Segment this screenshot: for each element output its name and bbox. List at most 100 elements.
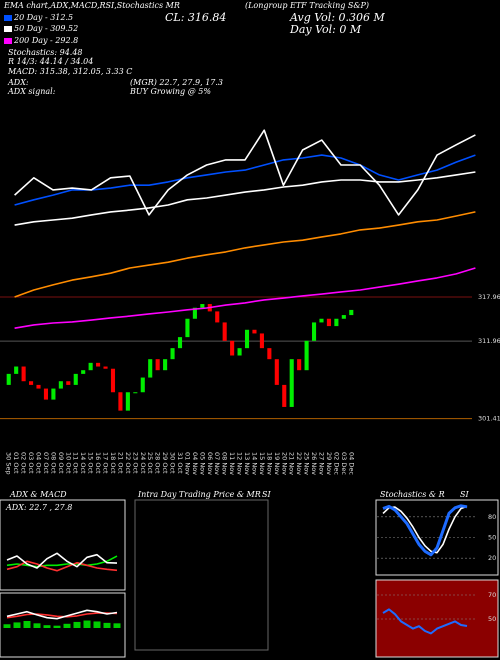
candle [21,366,26,382]
panel-subtitle: ADX: 22.7 , 27.8 [5,503,72,512]
x-tick-label: 21 Oct [116,452,124,474]
intraday-panel [134,499,269,651]
series-line [14,211,476,298]
annotation: Avg Vol: 0.306 M [289,11,386,24]
candle [311,322,317,341]
candle [133,392,138,394]
annotation: ADX signal: [7,87,56,96]
intraday-title: Intra Day Trading Price & MR [137,490,261,499]
candle [140,377,145,393]
annotation: BUY Growing @ 5% [129,87,211,96]
candle [148,359,153,378]
intraday-subtitle: SI [262,490,271,499]
candle [192,307,197,319]
candle [125,392,130,411]
annotation: 200 Day - 292.8 [13,36,78,45]
histogram-bar [33,623,41,628]
candle [304,340,309,371]
candle [244,329,250,349]
x-tick-label: 11 Nov [228,452,236,475]
candle [267,348,272,360]
annotation: Day Vol: 0 M [289,23,362,36]
candle [282,384,287,407]
annotation: MACD: 315.38, 312.05, 3.33 C [7,67,132,76]
y-tick-label: 70 [488,591,496,599]
candle [177,337,183,349]
candle [81,370,86,374]
x-tick-label: 14 Nov [250,452,258,475]
x-tick-label: 07 Nov [213,452,221,475]
x-tick-label: 18 Oct [109,452,117,474]
y-tick-label: 301.41 [478,415,500,423]
x-tick-label: 06 Nov [206,452,214,475]
candle [29,381,34,385]
y-tick-label: 20 [488,554,496,562]
x-tick-label: 19 Nov [273,452,281,475]
x-tick-label: 20 Nov [280,452,288,475]
x-tick-label: 30 Sep [5,452,13,475]
candle [252,329,257,334]
x-tick-label: 01 Nov [183,452,191,475]
x-tick-label: 04 Dec [347,452,355,475]
x-tick-label: 07 Oct [42,452,50,474]
x-tick-label: 29 Oct [161,452,169,474]
annotation: ADX: [7,78,29,87]
legend-swatch [4,38,12,44]
y-tick-label: 80 [488,513,496,521]
x-tick-label: 11 Oct [72,452,80,474]
series-line [382,608,468,635]
series-line [14,129,476,216]
histogram-bar [93,621,101,628]
annotation: (MGR) 22.7, 27.9, 17.3 [130,78,223,87]
x-tick-label: 01 Oct [12,452,20,474]
candle [73,373,78,385]
candle [118,392,123,411]
panel-frame [0,499,126,591]
candle [170,348,175,360]
x-tick-label: 30 Oct [169,452,177,474]
x-tick-label: 13 Nov [243,452,251,475]
y-tick-label: 317.96 [478,293,500,301]
candle [200,304,205,308]
x-tick-label: 04 Nov [191,452,199,475]
x-tick-label: 15 Oct [87,452,95,474]
candle [334,318,339,327]
series-line [6,552,118,569]
candle [289,359,294,407]
candle [6,373,11,385]
x-tick-label: 29 Nov [325,452,333,475]
histogram-bar [103,622,111,628]
candle [259,333,264,349]
panel-frame [375,579,499,658]
histogram-bar [83,620,91,628]
annotation: EMA chart,ADX,MACD,RSI,Stochastics MR [3,1,180,10]
candle [222,322,227,341]
candle [88,362,93,371]
panel-subtitle: SI [460,490,469,499]
candle [36,384,41,389]
x-tick-label: 09 Oct [57,452,65,474]
series-line [14,267,476,329]
annotation: CL: 316.84 [165,11,226,24]
annotation: R 14/3: 44.14 / 34.04 [7,57,93,66]
x-tick-label: 14 Oct [79,452,87,474]
x-tick-label: 15 Nov [258,452,266,475]
panel-frame [0,592,126,658]
x-tick-label: 31 Oct [176,452,184,474]
x-tick-label: 16 Oct [94,452,102,474]
x-tick-label: 05 Nov [198,452,206,475]
candle [274,359,279,385]
histogram-bar [13,622,21,628]
histogram-bar [73,621,81,628]
x-tick-label: 08 Oct [49,452,57,474]
candle [215,311,220,323]
histogram-bar [43,625,51,628]
histogram-bar [53,625,61,628]
candle [319,318,324,323]
series-line [382,504,468,557]
legend-swatch [4,15,12,21]
series-line [6,555,118,568]
candle [66,381,71,385]
candle [14,366,19,374]
